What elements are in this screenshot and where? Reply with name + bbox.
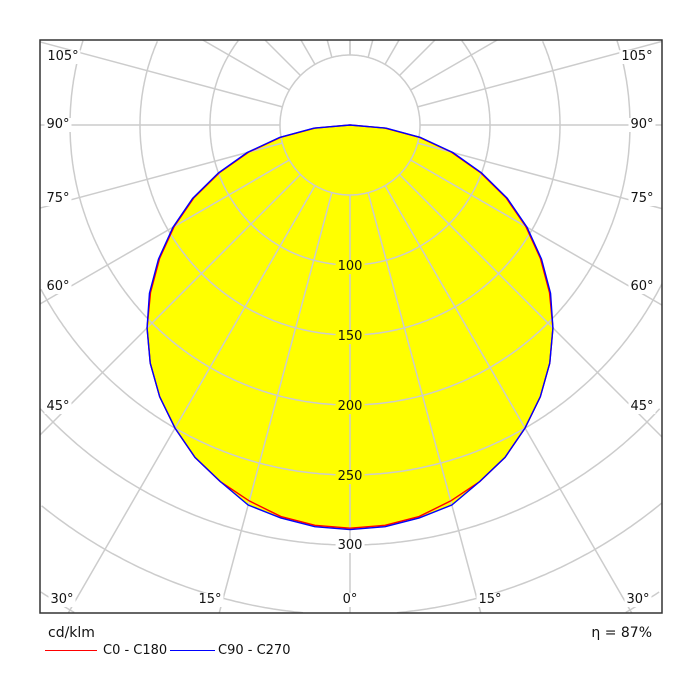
series-curve-c90-c270 bbox=[146, 124, 554, 531]
grid-ray--45 bbox=[39, 173, 302, 436]
grid-circle-150-part-1 bbox=[139, 40, 350, 336]
efficiency-label: η = 87% bbox=[591, 625, 652, 641]
grid-ray-120 bbox=[410, 39, 498, 91]
angle-label-left-105: 105° bbox=[45, 49, 81, 64]
grid-ray-150 bbox=[384, 39, 400, 65]
legend-label-c0-c180: C0 - C180 bbox=[103, 643, 168, 658]
angle-label-left-45: 45° bbox=[44, 399, 72, 414]
grid-ray--150 bbox=[300, 39, 316, 65]
radial-label-100: 100 bbox=[335, 259, 365, 274]
legend-swatch-c90-c270 bbox=[170, 650, 215, 651]
grid-ray-30 bbox=[384, 185, 633, 614]
grid-ray-60 bbox=[410, 159, 663, 306]
angle-label-0: 0° bbox=[340, 592, 360, 607]
grid-ray-15 bbox=[367, 192, 482, 614]
radial-label-200: 200 bbox=[335, 399, 365, 414]
angle-label-right-105: 105° bbox=[619, 49, 655, 64]
grid-ray--165 bbox=[326, 39, 333, 58]
grid-circle-250-part-1 bbox=[40, 288, 350, 476]
grid-ray-45 bbox=[398, 173, 663, 438]
grid-circle-300-part-1 bbox=[39, 408, 350, 546]
angle-label-left-30: 30° bbox=[48, 592, 76, 607]
grid-circle-250 bbox=[350, 283, 663, 476]
grid-circle-350-part-1 bbox=[41, 505, 304, 614]
legend-swatch-c0-c180 bbox=[45, 650, 97, 651]
radial-label-150: 150 bbox=[335, 329, 365, 344]
grid-circle-100 bbox=[350, 40, 491, 266]
legend-label-c90-c270: C90 - C270 bbox=[218, 643, 291, 658]
angle-label-right-90: 90° bbox=[628, 117, 656, 132]
angle-label-right-75: 75° bbox=[628, 191, 656, 206]
grid-circle-300 bbox=[350, 408, 661, 546]
radial-label-300: 300 bbox=[335, 538, 365, 553]
angle-label-left-90: 90° bbox=[44, 117, 72, 132]
grid-ray-165 bbox=[367, 39, 374, 58]
angle-label-left-75: 75° bbox=[44, 191, 72, 206]
angle-label-right-45: 45° bbox=[628, 399, 656, 414]
grid-circle-350 bbox=[396, 502, 663, 614]
grid-ray--120 bbox=[202, 39, 290, 91]
grid-circle-100-part-1 bbox=[209, 40, 350, 266]
radial-label-250: 250 bbox=[335, 469, 365, 484]
angle-label-right-60: 60° bbox=[628, 279, 656, 294]
grid-ray--135 bbox=[264, 39, 302, 77]
plot-frame bbox=[39, 39, 663, 614]
grid-ray-135 bbox=[398, 39, 436, 77]
grid-ray--15 bbox=[218, 192, 333, 614]
angle-label-left-15: 15° bbox=[196, 592, 224, 607]
angle-label-right-15: 15° bbox=[476, 592, 504, 607]
grid-ray--75 bbox=[39, 142, 283, 209]
unit-label: cd/klm bbox=[48, 625, 95, 641]
plot-area bbox=[39, 39, 663, 614]
grid-circle-150 bbox=[350, 40, 561, 336]
grid-ray-75 bbox=[417, 142, 663, 210]
angle-label-left-60: 60° bbox=[44, 279, 72, 294]
grid-ray--30 bbox=[67, 185, 316, 614]
grid-ray--60 bbox=[39, 159, 290, 305]
angle-label-right-30: 30° bbox=[624, 592, 652, 607]
